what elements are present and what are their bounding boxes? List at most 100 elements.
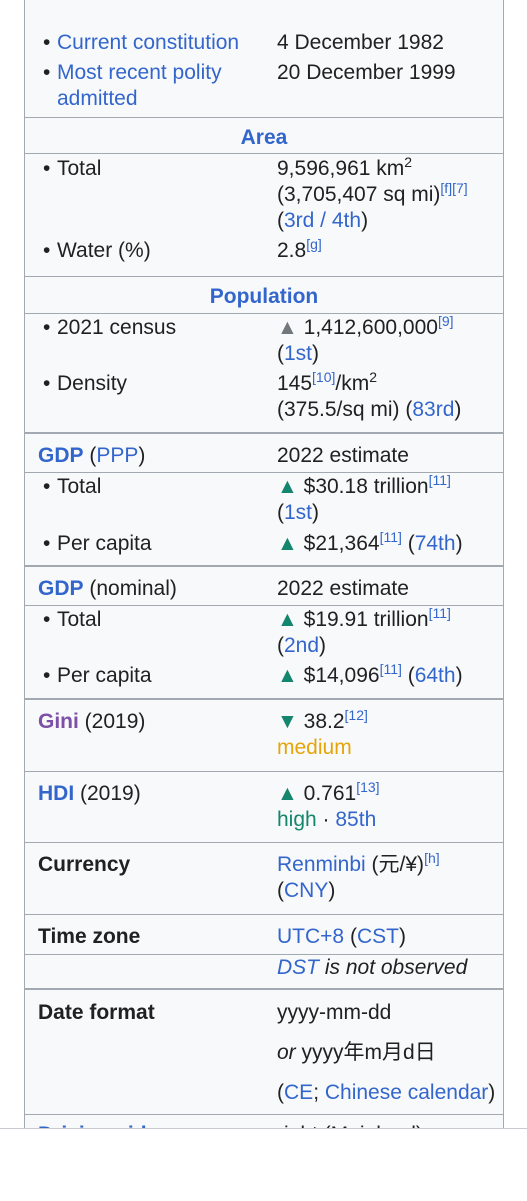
- separator: [25, 605, 503, 606]
- gini-rating: medium: [277, 736, 352, 759]
- density-unit: /km: [335, 372, 370, 395]
- water-ref-link[interactable]: [g]: [306, 236, 322, 252]
- ref-link[interactable]: [11]: [428, 472, 451, 488]
- hdi-year: (2019): [74, 782, 141, 805]
- dot-separator: ·: [316, 808, 336, 831]
- paren: ): [328, 879, 336, 902]
- rank-link[interactable]: 1st: [284, 501, 313, 524]
- paren: (: [277, 342, 284, 365]
- ppp-link[interactable]: PPP: [96, 444, 139, 467]
- separator: [25, 771, 503, 772]
- gdp-nominal-estimate: 2022 estimate: [277, 577, 409, 600]
- current-constitution-value: 4 December 1982: [277, 31, 444, 54]
- currency-symbol: (元/¥): [365, 853, 425, 876]
- separator: [25, 117, 503, 118]
- separator: [25, 842, 503, 843]
- cny-link[interactable]: CNY: [284, 879, 329, 902]
- bullet-icon: •: [43, 61, 51, 84]
- gdp-ppp-total-number: $30.18 trillion: [303, 475, 429, 498]
- rank-link[interactable]: 74th: [414, 532, 456, 555]
- ref-link[interactable]: [11]: [379, 529, 402, 545]
- gdp-nominal-total-label: Total: [57, 608, 102, 631]
- gdp-ppp-pc-value: ▲ $21,364[11] (74th): [277, 529, 499, 557]
- census-rank-link[interactable]: 1st: [284, 342, 313, 365]
- date-format-chinese: yyyy年m月d日: [295, 1041, 436, 1064]
- paren: (: [344, 925, 357, 948]
- gini-label: Gini (2019): [38, 709, 145, 735]
- currency-label: Currency: [38, 853, 131, 876]
- utc-link[interactable]: UTC+8: [277, 925, 345, 948]
- increase-icon: ▲: [277, 532, 298, 555]
- census-ref-link[interactable]: [9]: [437, 313, 454, 329]
- renminbi-link[interactable]: Renminbi: [277, 853, 366, 876]
- rank-link[interactable]: 2nd: [284, 634, 320, 657]
- ce-link[interactable]: CE: [284, 1081, 314, 1104]
- dst-link[interactable]: DST: [277, 956, 319, 979]
- gini-number: 38.2: [303, 710, 345, 733]
- separator: [25, 432, 503, 434]
- bullet-icon: •: [43, 608, 51, 631]
- hdi-number: 0.761: [303, 782, 357, 805]
- paren: ): [361, 209, 369, 232]
- ref-link[interactable]: [11]: [379, 661, 402, 677]
- paren: ): [488, 1081, 496, 1104]
- gini-year: (2019): [78, 710, 146, 733]
- separator: [25, 698, 503, 700]
- bullet-icon: •: [43, 372, 51, 395]
- ref-link[interactable]: [h]: [424, 850, 440, 866]
- bullet-icon: •: [43, 157, 51, 180]
- separator: [25, 472, 503, 473]
- most-recent-polity-link[interactable]: Most recent polity admitted: [57, 61, 222, 110]
- gini-link[interactable]: Gini: [38, 710, 79, 733]
- current-constitution-link[interactable]: Current constitution: [57, 31, 240, 54]
- rank-link[interactable]: 64th: [414, 664, 456, 687]
- date-format-label: Date format: [38, 1001, 155, 1024]
- currency-value: Renminbi (元/¥)[h] (CNY): [277, 850, 499, 904]
- area-refs-link[interactable]: [f][7]: [440, 180, 468, 196]
- paren: (: [83, 444, 97, 467]
- gdp-ppp-pc-number: $21,364: [303, 532, 380, 555]
- ref-link[interactable]: [11]: [428, 605, 451, 621]
- census-value: ▲ 1,412,600,000[9] (1st): [277, 313, 499, 367]
- gdp-link[interactable]: GDP: [38, 444, 84, 467]
- density-sqmi: (375.5/sq mi) (: [277, 398, 413, 421]
- ref-link[interactable]: [13]: [356, 779, 380, 795]
- hdi-link[interactable]: HDI: [38, 782, 75, 805]
- km2-sup: 2: [404, 154, 413, 170]
- area-total-label: Total: [57, 157, 102, 180]
- paren: ): [312, 342, 320, 365]
- area-rank-link[interactable]: 3rd / 4th: [284, 209, 362, 232]
- km2-sup: 2: [369, 369, 378, 385]
- or-text: or: [277, 1041, 296, 1064]
- most-recent-polity-value: 20 December 1999: [277, 61, 456, 84]
- density-ref-link[interactable]: [10]: [312, 369, 336, 385]
- chinese-calendar-link[interactable]: Chinese calendar: [324, 1081, 489, 1104]
- separator: [25, 954, 503, 955]
- hdi-rating: high: [277, 808, 317, 831]
- area-total-value: 9,596,961 km2 (3,705,407 sq mi)[f][7] (3…: [277, 154, 499, 234]
- paren: (: [401, 532, 415, 555]
- decrease-icon: ▼: [277, 710, 298, 733]
- separator: [25, 988, 503, 990]
- ref-link[interactable]: [12]: [344, 707, 368, 723]
- density-rank-link[interactable]: 83rd: [412, 398, 455, 421]
- gdp-link[interactable]: GDP: [38, 577, 84, 600]
- bullet-icon: •: [43, 239, 51, 262]
- gdp-ppp-pc-label: Per capita: [57, 532, 152, 555]
- population-header: Population: [209, 285, 319, 308]
- cst-link[interactable]: CST: [356, 925, 399, 948]
- density-value: 145[10]/km2 (375.5/sq mi) (83rd): [277, 369, 499, 423]
- increase-icon: ▲: [277, 475, 298, 498]
- separator: [25, 565, 503, 567]
- area-km: 9,596,961 km: [277, 157, 405, 180]
- hdi-value: ▲ 0.761[13] high · 85th: [277, 779, 499, 833]
- gdp-nominal-label: GDP (nominal): [38, 576, 177, 602]
- hdi-rank-link[interactable]: 85th: [335, 808, 377, 831]
- time-zone-value: UTC+8 (CST): [277, 924, 499, 950]
- paren: ): [454, 398, 462, 421]
- driving-side-link[interactable]: Driving side: [38, 1122, 158, 1130]
- area-sqmi: (3,705,407 sq mi): [277, 183, 441, 206]
- separator: [25, 153, 503, 154]
- increase-icon: ▲: [277, 316, 298, 339]
- infobox: • Current constitution 4 December 1982 •…: [24, 0, 504, 1130]
